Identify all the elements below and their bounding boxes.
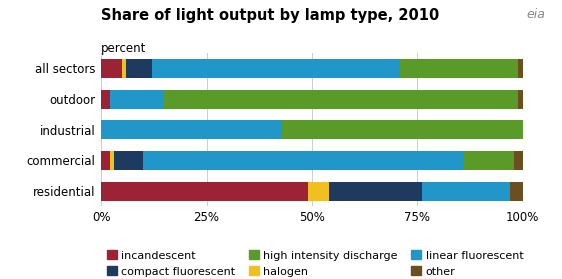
Bar bbox=[101, 90, 110, 109]
Bar bbox=[282, 120, 523, 139]
Legend: incandescent, compact fluorescent, high intensity discharge, halogen, linear flu: incandescent, compact fluorescent, high … bbox=[102, 246, 528, 279]
Bar bbox=[123, 59, 126, 78]
Bar bbox=[329, 182, 422, 201]
Bar bbox=[464, 151, 514, 170]
Bar bbox=[101, 182, 308, 201]
Bar bbox=[101, 59, 123, 78]
Bar bbox=[400, 59, 518, 78]
Bar bbox=[308, 182, 329, 201]
Text: Share of light output by lamp type, 2010: Share of light output by lamp type, 2010 bbox=[101, 8, 439, 23]
Bar bbox=[110, 151, 114, 170]
Text: eia: eia bbox=[526, 8, 545, 21]
Bar bbox=[152, 59, 400, 78]
Text: percent: percent bbox=[101, 42, 147, 55]
Bar bbox=[518, 59, 523, 78]
Bar bbox=[422, 182, 510, 201]
Bar bbox=[510, 182, 523, 201]
Bar bbox=[514, 151, 523, 170]
Bar bbox=[110, 90, 164, 109]
Bar bbox=[164, 90, 518, 109]
Bar bbox=[126, 59, 152, 78]
Bar bbox=[101, 120, 282, 139]
Bar bbox=[143, 151, 464, 170]
Bar bbox=[114, 151, 143, 170]
Bar bbox=[518, 90, 523, 109]
Bar bbox=[101, 151, 110, 170]
